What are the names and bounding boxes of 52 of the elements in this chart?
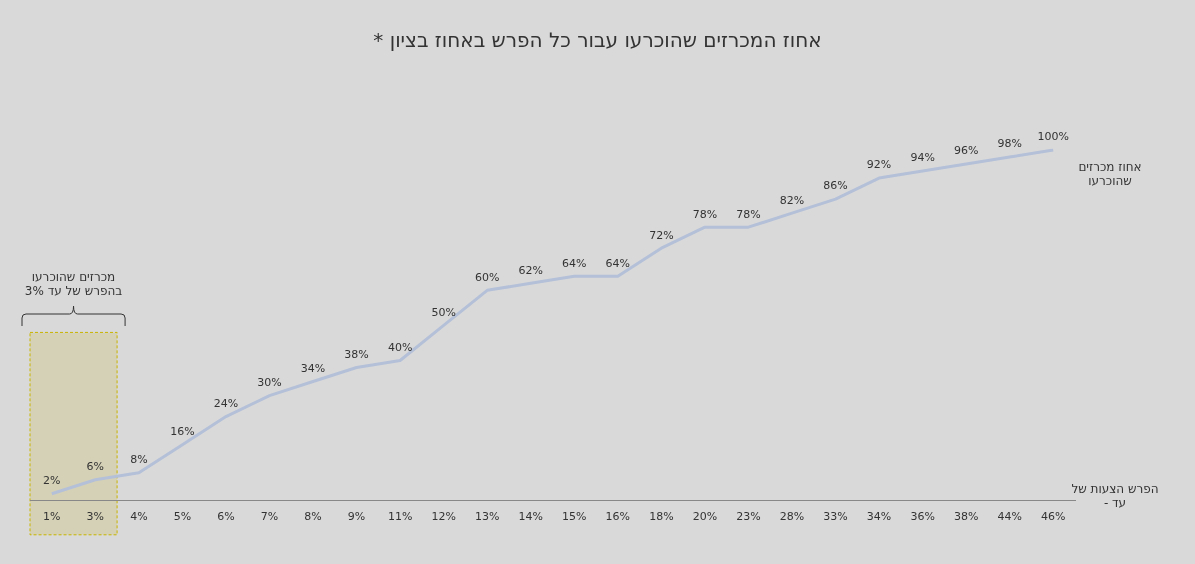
- data-label: 38%: [344, 347, 369, 361]
- data-label: 40%: [387, 340, 413, 354]
- data-label: 34%: [300, 361, 326, 375]
- x-tick-label: 1%: [43, 510, 61, 524]
- x-tick-label: 11%: [387, 510, 413, 524]
- x-tick-label: 6%: [217, 510, 235, 524]
- data-label: 2%: [43, 474, 61, 488]
- x-tick-label: 23%: [736, 510, 761, 524]
- x-tick-label: 12%: [431, 510, 456, 524]
- data-label: 82%: [779, 193, 805, 207]
- x-tick-label: 7%: [260, 510, 279, 524]
- data-label: 16%: [170, 425, 195, 439]
- data-label: 98%: [997, 137, 1022, 151]
- data-label: 64%: [562, 256, 587, 270]
- data-label: 86%: [823, 179, 848, 193]
- x-tick-label: 5%: [173, 510, 192, 524]
- x-tick-label: 28%: [779, 510, 805, 524]
- data-label: 8%: [130, 453, 148, 467]
- data-label: 50%: [431, 305, 456, 319]
- x-tick-label: 16%: [605, 510, 631, 524]
- data-label: 78%: [736, 207, 761, 221]
- x-tick-label: 46%: [1041, 510, 1066, 524]
- x-tick-label: 8%: [304, 510, 322, 524]
- x-tick-label: 38%: [953, 510, 979, 524]
- x-tick-label: 14%: [518, 510, 543, 524]
- x-axis-title: הפרש הצעות של עד -: [1070, 482, 1160, 510]
- data-label: 78%: [692, 207, 718, 221]
- data-label: 94%: [910, 151, 935, 165]
- x-tick-label: 34%: [866, 510, 892, 524]
- data-label: 30%: [257, 375, 282, 389]
- x-tick-label: 18%: [649, 510, 674, 524]
- data-label: 96%: [953, 144, 979, 158]
- x-tick-label: 20%: [692, 510, 718, 524]
- data-label: 92%: [866, 158, 892, 172]
- x-tick-label: 33%: [823, 510, 848, 524]
- data-label: 60%: [474, 270, 500, 284]
- x-tick-label: 44%: [997, 510, 1022, 524]
- data-label: 72%: [649, 228, 674, 242]
- data-label: 100%: [1037, 130, 1069, 144]
- data-label: 62%: [518, 263, 543, 277]
- data-label: 6%: [86, 460, 105, 474]
- x-tick-label: 3%: [86, 510, 105, 524]
- y-axis-title: אחוז מכרזים שהוכרעו: [1077, 160, 1143, 188]
- data-label: 64%: [605, 256, 631, 270]
- chart-title: אחוז המכרזים שהוכרעו עבור כל הפרש באחוז בציון *: [372, 28, 823, 52]
- x-tick-label: 4%: [130, 510, 148, 524]
- data-label: 24%: [213, 396, 239, 410]
- band-label: מכרזים שהוכרעו בהפרש של עד 3%: [23, 270, 124, 299]
- x-tick-label: 9%: [347, 510, 366, 524]
- x-tick-label: 36%: [910, 510, 935, 524]
- x-tick-label: 15%: [562, 510, 587, 524]
- x-tick-label: 13%: [474, 510, 500, 524]
